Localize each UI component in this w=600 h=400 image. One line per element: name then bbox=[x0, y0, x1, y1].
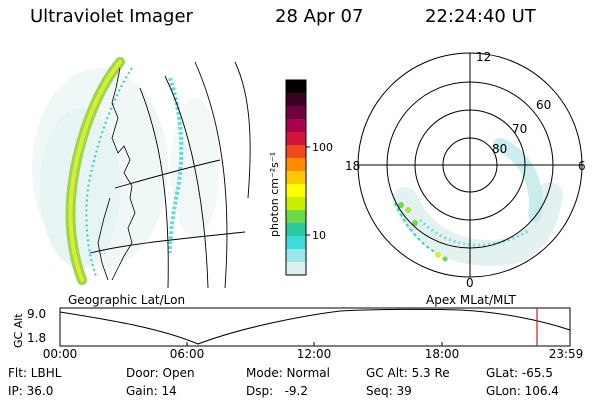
lat-label-70: 70 bbox=[512, 122, 527, 136]
filter-readout: Flt: LBHL bbox=[8, 366, 62, 380]
mode-readout: Mode: Normal bbox=[246, 366, 330, 380]
polar-emission bbox=[392, 138, 563, 266]
page-title: Ultraviolet Imager bbox=[30, 6, 193, 27]
colorbar-swatch bbox=[286, 236, 306, 250]
dsp-readout: Dsp: -9.2 bbox=[246, 384, 309, 398]
gain-readout: Gain: 14 bbox=[126, 384, 177, 398]
colorbar-swatch bbox=[286, 197, 306, 211]
map-projection-label: Geographic Lat/Lon bbox=[68, 293, 186, 307]
timeline-tick-2359: 23:59 bbox=[549, 347, 584, 361]
colorbar-swatch bbox=[286, 158, 306, 172]
timeline-tick-0600: 06:00 bbox=[170, 347, 205, 361]
timeline-tick-1200: 12:00 bbox=[297, 347, 332, 361]
colorbar-swatch bbox=[286, 249, 306, 263]
mlt-spokes bbox=[358, 53, 582, 277]
altitude-curve bbox=[59, 308, 571, 345]
timeline-tick-0000: 00:00 bbox=[43, 347, 78, 361]
colorbar-swatch bbox=[286, 145, 306, 159]
colorbar-tick-10: 10 bbox=[312, 229, 326, 242]
timeline-axis-label: GC Alt bbox=[12, 313, 25, 348]
timeline-tick-1800: 18:00 bbox=[425, 347, 460, 361]
mlt-label-12: 12 bbox=[476, 50, 491, 64]
timeline-ticks bbox=[59, 342, 571, 346]
observation-date: 28 Apr 07 bbox=[275, 6, 364, 27]
timeline-y-bottom: 1.8 bbox=[27, 331, 46, 345]
colorbar-swatch bbox=[286, 184, 306, 198]
seq-readout: Seq: 39 bbox=[366, 384, 412, 398]
colorbar-swatch bbox=[286, 80, 306, 94]
geographic-map-panel bbox=[32, 57, 251, 288]
polar-plot: 12 18 6 0 60 70 80 bbox=[345, 50, 586, 290]
glat-readout: GLat: -65.5 bbox=[486, 366, 553, 380]
polar-projection-label: Apex MLat/MLT bbox=[426, 293, 516, 307]
colorbar-swatch bbox=[286, 223, 306, 237]
colorbar-tick-100: 100 bbox=[312, 141, 333, 154]
mlt-label-18: 18 bbox=[345, 159, 360, 173]
colorbar-label: photon cm⁻²s⁻¹ bbox=[268, 152, 281, 237]
mlt-label-0: 0 bbox=[466, 276, 474, 290]
timeline-frame bbox=[59, 307, 571, 347]
observation-time: 22:24:40 UT bbox=[425, 6, 536, 27]
colorbar-swatch bbox=[286, 132, 306, 146]
auroral-arc-core bbox=[68, 60, 122, 282]
colorbar-swatch bbox=[286, 210, 306, 224]
lat-label-60: 60 bbox=[536, 98, 551, 112]
glon-readout: GLon: 106.4 bbox=[486, 384, 559, 398]
colorbar-swatch bbox=[286, 106, 306, 120]
timeline-y-top: 9.0 bbox=[27, 307, 46, 321]
mlt-label-6: 6 bbox=[578, 159, 586, 173]
door-readout: Door: Open bbox=[126, 366, 195, 380]
colorbar-swatch bbox=[286, 93, 306, 107]
colorbar-swatch bbox=[286, 171, 306, 185]
auroral-arc-edge bbox=[85, 67, 133, 277]
colorbar: 100 10 photon cm⁻²s⁻¹ bbox=[268, 79, 333, 276]
colorbar-swatches bbox=[286, 80, 306, 276]
altitude-timeline: GC Alt 9.0 1.8 00:00 06:00 12:00 18:00 2… bbox=[12, 307, 584, 361]
gc-alt-readout: GC Alt: 5.3 Re bbox=[366, 366, 450, 380]
lat-label-80: 80 bbox=[492, 142, 507, 156]
colorbar-swatch bbox=[286, 262, 306, 276]
lat-lon-grid bbox=[89, 61, 251, 288]
colorbar-swatch bbox=[286, 119, 306, 133]
ip-readout: IP: 36.0 bbox=[8, 384, 54, 398]
coastline bbox=[97, 67, 136, 281]
